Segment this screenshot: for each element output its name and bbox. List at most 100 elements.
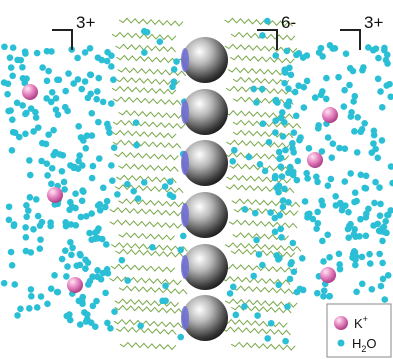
water-dot <box>59 168 66 175</box>
water-dot <box>94 267 101 274</box>
water-dot <box>104 320 111 327</box>
water-dot <box>384 52 391 59</box>
water-dot <box>48 99 55 106</box>
water-dot <box>242 206 249 213</box>
water-dot <box>353 288 360 295</box>
water-dot <box>378 283 385 290</box>
water-dot <box>359 281 366 288</box>
water-dot <box>34 50 41 57</box>
lipid-chain <box>110 208 186 216</box>
water-dot <box>359 67 366 74</box>
water-dot <box>290 240 297 247</box>
water-dot <box>67 239 74 246</box>
water-dot <box>254 312 261 319</box>
water-dot <box>119 257 126 264</box>
water-dot <box>227 290 234 297</box>
nanoparticles <box>181 37 228 341</box>
water-dot <box>162 298 169 305</box>
water-dot <box>38 158 45 165</box>
water-dot <box>313 174 320 181</box>
water-dot <box>259 262 266 269</box>
water-dot <box>1 280 8 287</box>
lipid-chain <box>120 342 176 349</box>
water-dot <box>335 74 342 81</box>
water-dot <box>38 293 45 300</box>
water-dot <box>39 64 46 71</box>
lipid-chain <box>233 120 301 128</box>
ligand-patch <box>181 306 189 330</box>
water-dot <box>319 238 326 245</box>
water-dot <box>277 226 284 233</box>
water-dot <box>279 173 286 180</box>
water-dot <box>78 134 85 141</box>
water-dot <box>352 189 359 196</box>
water-dot <box>82 257 89 264</box>
water-dot <box>79 198 86 205</box>
water-dot <box>111 308 118 315</box>
water-dot <box>28 286 35 293</box>
water-dot <box>72 190 79 197</box>
lipid-chain <box>110 220 182 228</box>
legend-sup: + <box>363 314 368 324</box>
water-dot <box>96 155 103 162</box>
water-dot <box>351 128 358 135</box>
water-dot <box>281 80 288 87</box>
legend-text: K <box>354 316 363 331</box>
bracket <box>340 30 360 50</box>
water-dot <box>100 99 107 106</box>
water-dot <box>284 48 291 55</box>
water-dot <box>47 219 54 226</box>
water-dot <box>62 247 69 254</box>
water-dot <box>14 312 21 319</box>
water-dot <box>325 134 332 141</box>
water-dot <box>88 110 95 117</box>
ligand-patch <box>181 255 189 279</box>
lipid-chain <box>225 243 301 251</box>
charge-label: 6- <box>281 13 296 32</box>
water-dot <box>59 256 66 263</box>
water-dot <box>256 251 263 258</box>
water-dot <box>94 88 101 95</box>
water-dot <box>171 78 178 85</box>
water-dot <box>162 282 169 289</box>
water-dot <box>387 93 393 100</box>
water-dot <box>250 273 257 280</box>
legend-water <box>338 340 345 347</box>
water-dot <box>79 300 86 307</box>
water-dot <box>82 265 89 272</box>
water-dot <box>348 113 355 120</box>
water-dot <box>45 68 52 75</box>
water-dot <box>346 223 353 230</box>
water-dot <box>379 260 386 267</box>
water-dot <box>316 49 323 56</box>
water-dot <box>282 338 289 345</box>
water-dot <box>75 123 82 130</box>
water-dot <box>7 54 14 61</box>
water-dot <box>352 233 359 240</box>
water-dot <box>149 244 156 251</box>
water-dot <box>321 287 328 294</box>
water-dot <box>288 259 295 266</box>
water-dot <box>23 202 30 209</box>
water-dot <box>272 228 279 235</box>
diagram: 3+ 6- 3+ K+ H2O <box>0 0 393 359</box>
water-dot <box>48 181 55 188</box>
water-dot <box>78 86 85 93</box>
water-dot <box>275 281 282 288</box>
lipid-chain <box>119 233 175 240</box>
water-dot <box>267 209 274 216</box>
legend-ion <box>334 316 348 330</box>
water-dot <box>284 303 291 310</box>
lipid-chain <box>233 286 297 294</box>
water-dot <box>173 58 180 65</box>
water-dot <box>22 131 29 138</box>
water-dot <box>383 82 390 89</box>
water-dot <box>319 88 326 95</box>
water-dot <box>77 262 84 269</box>
water-dot <box>369 286 376 293</box>
water-dot <box>374 154 381 161</box>
water-dot <box>323 96 330 103</box>
water-dot <box>137 322 144 329</box>
water-dot <box>103 241 110 248</box>
lipid-chain <box>112 87 176 95</box>
